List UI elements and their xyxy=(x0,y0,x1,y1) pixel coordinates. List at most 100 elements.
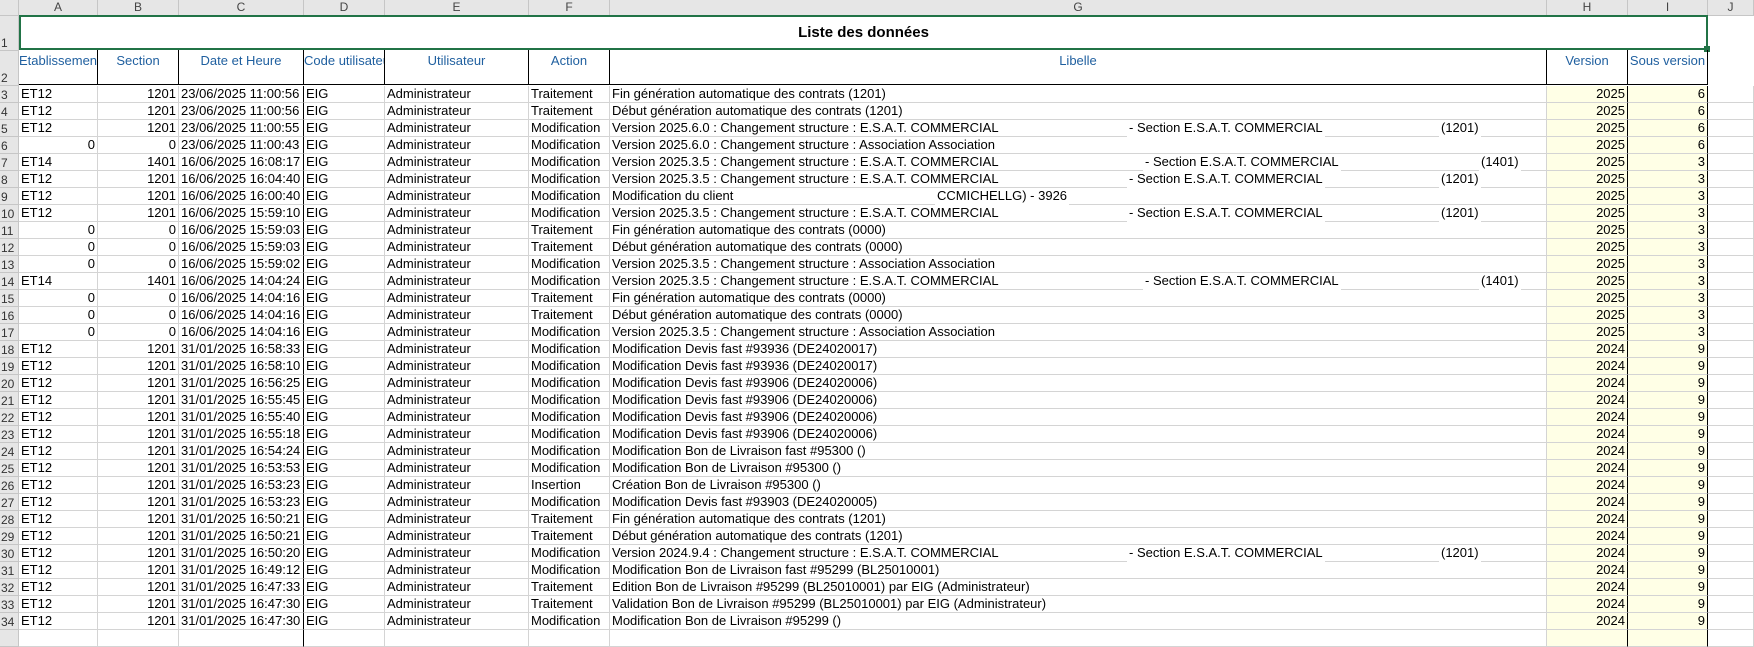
libelle-cell[interactable]: Edition Bon de Livraison #95299 (BL25010… xyxy=(610,579,1547,596)
version-cell[interactable]: 2024 xyxy=(1547,562,1628,579)
row-header[interactable]: 7 xyxy=(0,154,19,171)
section-cell[interactable]: 1201 xyxy=(98,579,179,596)
user-cell[interactable]: Administrateur xyxy=(385,545,529,562)
version-cell[interactable]: 2025 xyxy=(1547,103,1628,120)
user-cell[interactable]: Administrateur xyxy=(385,494,529,511)
version-cell[interactable]: 2025 xyxy=(1547,239,1628,256)
date-cell[interactable]: 31/01/2025 16:50:21 xyxy=(179,528,304,545)
version-cell[interactable]: 2025 xyxy=(1547,171,1628,188)
column-letter-f[interactable]: F xyxy=(529,0,610,15)
column-letter-a[interactable]: A xyxy=(19,0,98,15)
libelle-cell[interactable]: Version 2025.3.5 : Changement structure … xyxy=(610,324,1547,341)
date-cell[interactable]: 23/06/2025 11:00:55 xyxy=(179,120,304,137)
section-cell[interactable]: 1201 xyxy=(98,528,179,545)
section-cell[interactable]: 1201 xyxy=(98,596,179,613)
section-cell[interactable]: 1201 xyxy=(98,426,179,443)
version-cell[interactable]: 2025 xyxy=(1547,222,1628,239)
date-cell[interactable]: 31/01/2025 16:58:10 xyxy=(179,358,304,375)
code-cell[interactable]: EIG xyxy=(304,222,385,239)
etablissement-cell[interactable]: ET12 xyxy=(19,426,98,443)
section-cell[interactable]: 1401 xyxy=(98,154,179,171)
code-cell[interactable]: EIG xyxy=(304,358,385,375)
column-letter-j[interactable]: J xyxy=(1708,0,1754,15)
libelle-cell[interactable]: Version 2025.3.5 : Changement structure … xyxy=(610,273,1547,290)
code-cell[interactable]: EIG xyxy=(304,273,385,290)
empty-cell[interactable] xyxy=(1708,375,1754,392)
libelle-cell[interactable]: Début génération automatique des contrat… xyxy=(610,103,1547,120)
etablissement-cell[interactable]: ET12 xyxy=(19,528,98,545)
action-cell[interactable]: Traitement xyxy=(529,290,610,307)
row-header[interactable]: 14 xyxy=(0,273,19,290)
sous-version-cell[interactable]: 3 xyxy=(1628,171,1708,188)
libelle-cell[interactable]: Modification Devis fast #93906 (DE240200… xyxy=(610,426,1547,443)
user-cell[interactable]: Administrateur xyxy=(385,205,529,222)
date-cell[interactable]: 31/01/2025 16:47:33 xyxy=(179,579,304,596)
code-cell[interactable]: EIG xyxy=(304,86,385,103)
select-all-corner[interactable] xyxy=(0,0,19,15)
empty-cell[interactable] xyxy=(1708,103,1754,120)
code-cell[interactable]: EIG xyxy=(304,579,385,596)
etablissement-cell[interactable]: ET12 xyxy=(19,460,98,477)
empty-cell[interactable] xyxy=(1708,324,1754,341)
section-cell[interactable]: 0 xyxy=(98,290,179,307)
version-cell[interactable]: 2024 xyxy=(1547,392,1628,409)
section-cell[interactable]: 1201 xyxy=(98,409,179,426)
date-cell[interactable]: 16/06/2025 14:04:16 xyxy=(179,290,304,307)
version-cell[interactable]: 2024 xyxy=(1547,596,1628,613)
user-cell[interactable]: Administrateur xyxy=(385,392,529,409)
libelle-cell[interactable]: Modification Devis fast #93936 (DE240200… xyxy=(610,341,1547,358)
etablissement-cell[interactable]: 0 xyxy=(19,307,98,324)
section-cell[interactable]: 0 xyxy=(98,239,179,256)
libelle-cell[interactable]: Modification Bon de Livraison fast #9530… xyxy=(610,443,1547,460)
sous-version-cell[interactable]: 9 xyxy=(1628,562,1708,579)
row-header[interactable]: 19 xyxy=(0,358,19,375)
sous-version-cell[interactable]: 3 xyxy=(1628,256,1708,273)
row-header[interactable]: 30 xyxy=(0,545,19,562)
date-cell[interactable]: 31/01/2025 16:53:23 xyxy=(179,477,304,494)
user-cell[interactable]: Administrateur xyxy=(385,562,529,579)
sous-version-cell[interactable]: 3 xyxy=(1628,324,1708,341)
section-cell[interactable]: 1201 xyxy=(98,375,179,392)
version-cell[interactable]: 2024 xyxy=(1547,358,1628,375)
version-cell[interactable]: 2025 xyxy=(1547,120,1628,137)
user-cell[interactable]: Administrateur xyxy=(385,137,529,154)
libelle-cell[interactable]: Fin génération automatique des contrats … xyxy=(610,222,1547,239)
section-cell[interactable]: 0 xyxy=(98,324,179,341)
sous-version-cell[interactable]: 9 xyxy=(1628,375,1708,392)
version-cell[interactable]: 2024 xyxy=(1547,409,1628,426)
code-cell[interactable]: EIG xyxy=(304,545,385,562)
code-cell[interactable]: EIG xyxy=(304,613,385,630)
action-cell[interactable]: Modification xyxy=(529,324,610,341)
empty-cell[interactable] xyxy=(1708,613,1754,630)
row-header[interactable]: 4 xyxy=(0,103,19,120)
row-header[interactable]: 18 xyxy=(0,341,19,358)
section-cell[interactable]: 1201 xyxy=(98,613,179,630)
empty-cell[interactable] xyxy=(1708,545,1754,562)
date-cell[interactable]: 16/06/2025 14:04:16 xyxy=(179,307,304,324)
version-cell[interactable]: 2024 xyxy=(1547,511,1628,528)
etablissement-cell[interactable]: 0 xyxy=(19,239,98,256)
empty-cell[interactable] xyxy=(1708,596,1754,613)
code-cell[interactable]: EIG xyxy=(304,137,385,154)
section-cell[interactable]: 1201 xyxy=(98,171,179,188)
libelle-cell[interactable]: Fin génération automatique des contrats … xyxy=(610,511,1547,528)
action-cell[interactable]: Traitement xyxy=(529,596,610,613)
etablissement-cell[interactable]: ET12 xyxy=(19,477,98,494)
code-cell[interactable]: EIG xyxy=(304,188,385,205)
sous-version-cell[interactable]: 9 xyxy=(1628,596,1708,613)
user-cell[interactable]: Administrateur xyxy=(385,256,529,273)
code-cell[interactable]: EIG xyxy=(304,324,385,341)
header-action[interactable]: Action xyxy=(529,50,610,85)
sous-version-cell[interactable]: 6 xyxy=(1628,103,1708,120)
empty-cell[interactable] xyxy=(1708,171,1754,188)
section-cell[interactable]: 1201 xyxy=(98,477,179,494)
libelle-cell[interactable]: Version 2025.3.5 : Changement structure … xyxy=(610,205,1547,222)
row-header[interactable]: 29 xyxy=(0,528,19,545)
etablissement-cell[interactable]: ET12 xyxy=(19,596,98,613)
empty-cell[interactable] xyxy=(1708,188,1754,205)
action-cell[interactable]: Modification xyxy=(529,409,610,426)
user-cell[interactable]: Administrateur xyxy=(385,511,529,528)
empty-cell[interactable] xyxy=(1708,307,1754,324)
section-cell[interactable]: 0 xyxy=(98,256,179,273)
date-cell[interactable]: 31/01/2025 16:56:25 xyxy=(179,375,304,392)
